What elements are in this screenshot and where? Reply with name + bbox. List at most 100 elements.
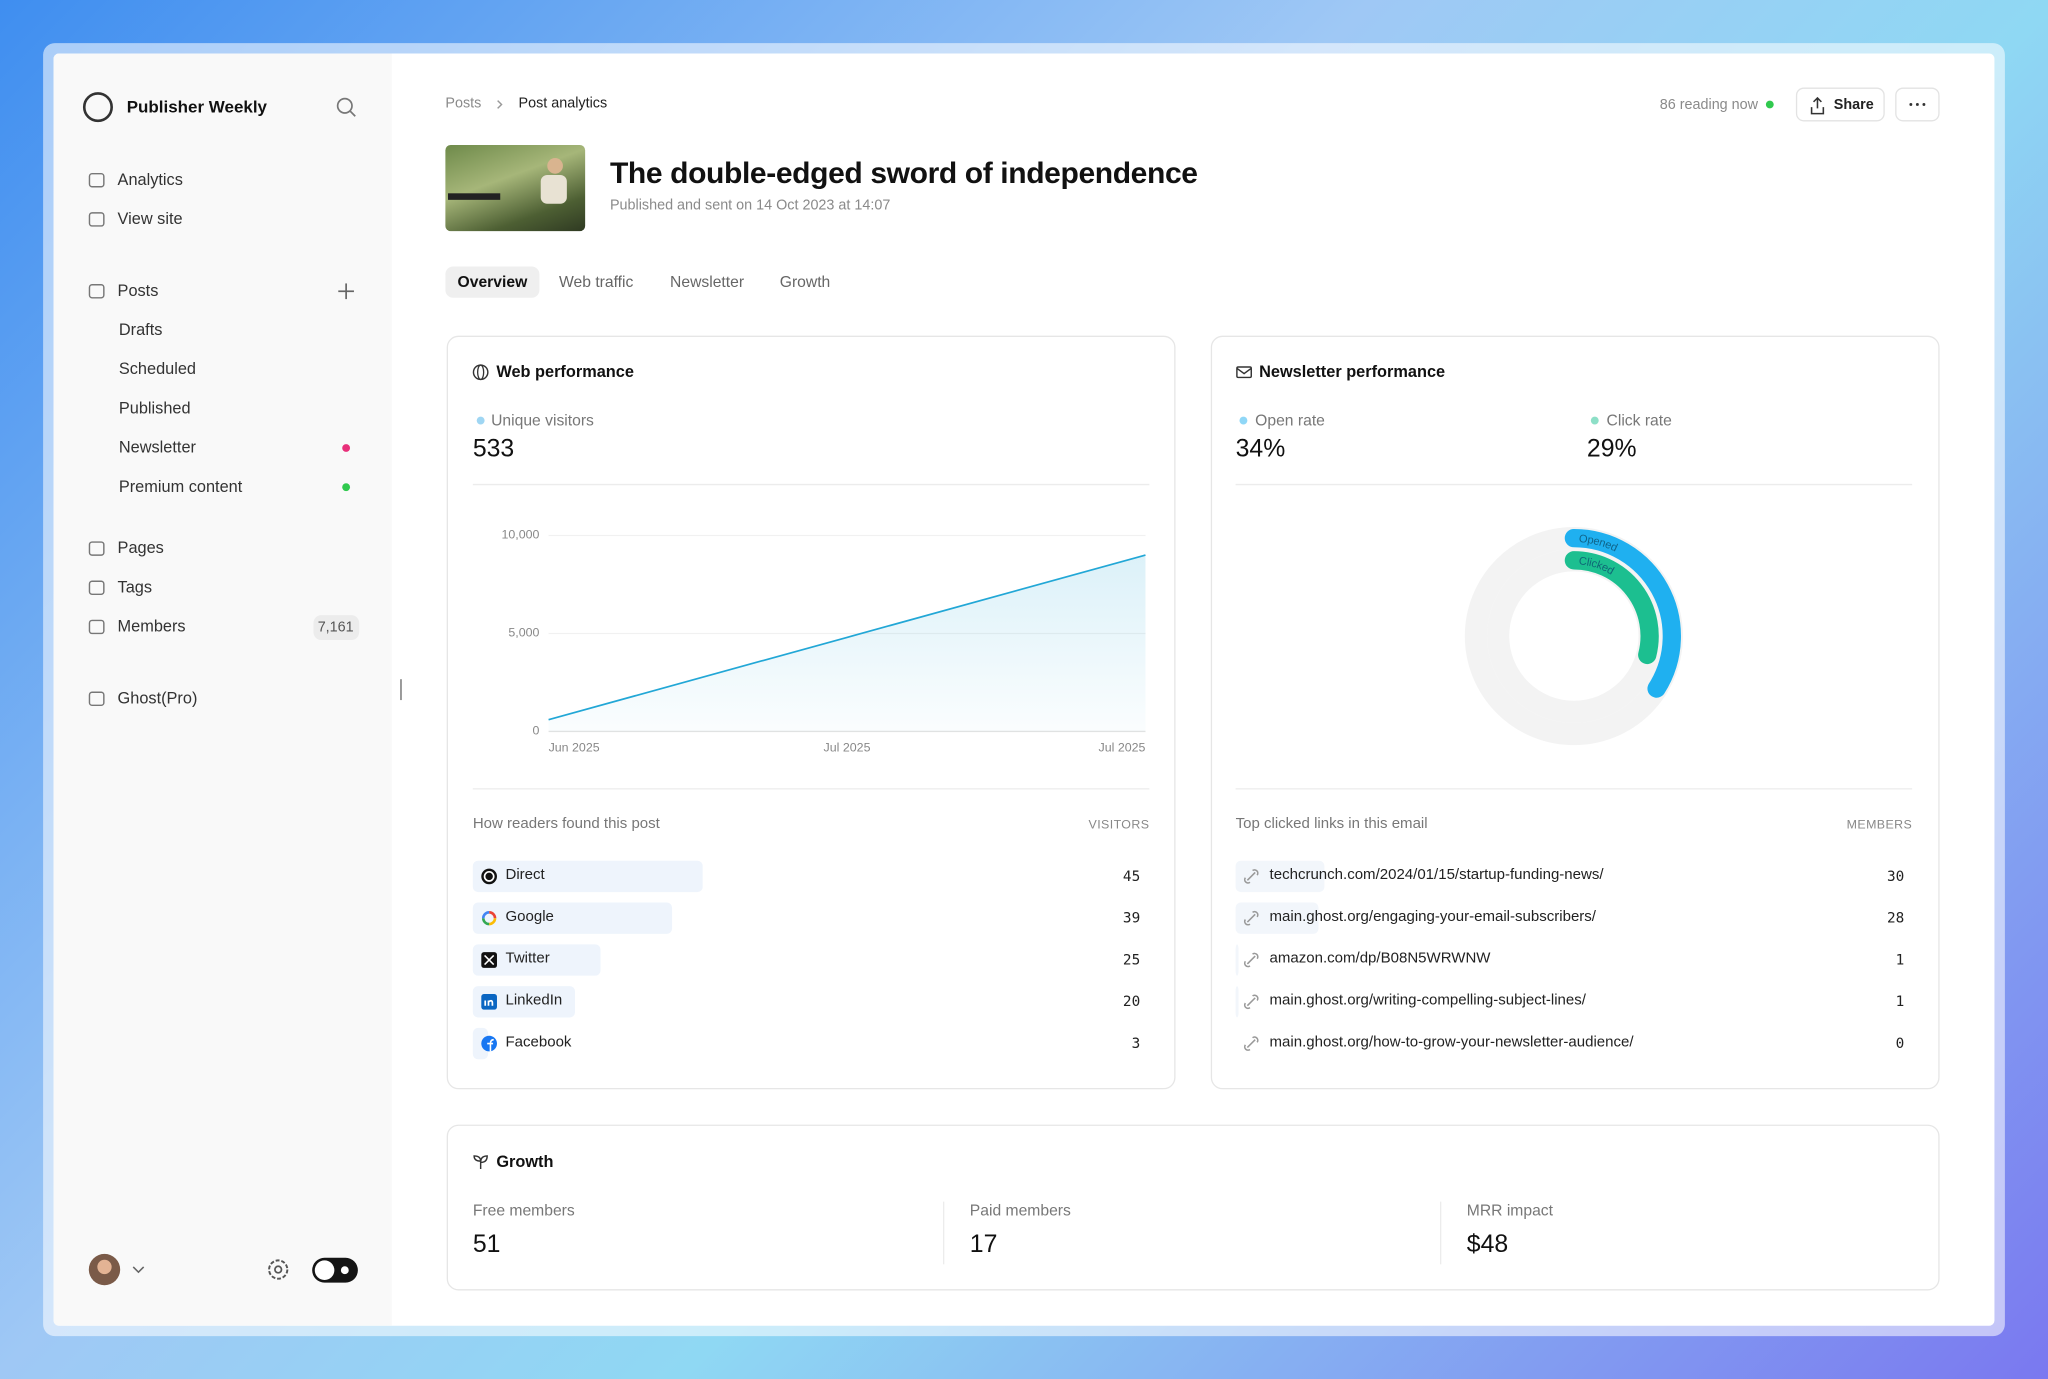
brand-logo: [82, 92, 113, 123]
nav-subitem[interactable]: Premium content: [118, 477, 243, 496]
metric-label: Open rate: [1255, 411, 1325, 430]
nav-subitem[interactable]: Scheduled: [118, 359, 197, 379]
nav-subitem[interactable]: Drafts: [118, 320, 163, 339]
post-published: Published and sent on 14 Oct 2023 at 14:…: [609, 197, 891, 214]
search-icon-handle: [349, 110, 356, 117]
nav-item[interactable]: Ghost(Pro): [117, 688, 198, 708]
source-icon: [484, 954, 495, 966]
source-bar: [472, 860, 703, 893]
x-tick-label: Jun 2025: [548, 740, 600, 756]
link-icon: [1243, 952, 1259, 968]
table-title: Top clicked links in this email: [1235, 816, 1428, 833]
x-tick-label: Jul 2025: [1098, 740, 1146, 756]
live-dot: [1765, 100, 1774, 109]
settings-icon-core: [274, 1265, 283, 1274]
source-icon: [487, 1038, 494, 1052]
mail-icon: [1236, 367, 1252, 375]
line: [548, 554, 1146, 721]
source-icon: [488, 918, 497, 926]
nav-icon: [88, 284, 105, 299]
thumbnail-table: [447, 193, 501, 200]
source-value: 3: [1131, 1034, 1141, 1052]
link-icon: [1243, 994, 1259, 1010]
link-bar: [1235, 860, 1325, 893]
nav-item[interactable]: Tags: [117, 577, 153, 597]
source-icon: [488, 911, 497, 919]
more-dot: [1922, 103, 1926, 106]
avatar-face: [97, 1259, 112, 1275]
source-name: Google: [505, 909, 554, 925]
link-url[interactable]: main.ghost.org/engaging-your-email-subsc…: [1269, 909, 1596, 925]
more-dot: [1915, 103, 1919, 106]
legend-dot: [476, 416, 485, 425]
source-name: Direct: [505, 867, 545, 884]
legend-dot: [1590, 416, 1599, 425]
card-title: Web performance: [496, 362, 634, 381]
tab[interactable]: Overview: [457, 272, 528, 292]
mail-icon: [1236, 366, 1252, 379]
brand-name: Publisher Weekly: [126, 96, 267, 117]
avatar-chevron: [132, 1266, 145, 1274]
link-value: 0: [1895, 1034, 1905, 1052]
nav-item[interactable]: View site: [117, 209, 183, 228]
thumbnail-person-body: [540, 175, 567, 204]
breadcrumb[interactable]: Posts: [445, 95, 482, 112]
tab[interactable]: Newsletter: [670, 272, 745, 292]
share-button[interactable]: [1795, 87, 1885, 122]
card: [446, 1124, 1940, 1291]
metric-label: Unique visitors: [491, 411, 594, 430]
link-icon: [1243, 869, 1259, 884]
source-icon: [481, 911, 490, 919]
source-name: Facebook: [505, 1034, 572, 1051]
nav-item[interactable]: Analytics: [117, 170, 183, 189]
link-url[interactable]: main.ghost.org/writing-compelling-subjec…: [1269, 992, 1586, 1009]
metric-label: MRR impact: [1466, 1201, 1553, 1220]
link-value: 1: [1895, 993, 1905, 1011]
nav-subitem[interactable]: Published: [118, 399, 191, 418]
tab[interactable]: Growth: [779, 272, 831, 292]
link-value: 1: [1895, 951, 1905, 969]
metric-value: 533: [472, 435, 515, 464]
sidebar: [53, 53, 392, 1326]
nav-icon: [88, 212, 105, 227]
radial-arc: [1564, 551, 1659, 665]
globe-icon: [476, 364, 485, 381]
nav-item[interactable]: Posts: [117, 281, 159, 300]
members-badge: [313, 615, 360, 640]
source-value: 25: [1122, 951, 1141, 969]
link-icon: [1243, 910, 1259, 926]
share-label: Share: [1833, 97, 1874, 113]
nav-subitem[interactable]: Newsletter: [118, 438, 196, 457]
table-column: MEMBERS: [1846, 818, 1913, 833]
source-bar: [472, 902, 673, 934]
nav-icon: [88, 580, 105, 596]
card: [1210, 335, 1940, 1090]
reading-now: 86 reading now: [1659, 97, 1759, 113]
more-button[interactable]: [1895, 87, 1940, 122]
legend-dot: [1239, 416, 1248, 425]
globe-icon: [472, 364, 489, 381]
link-url[interactable]: main.ghost.org/how-to-grow-your-newslett…: [1269, 1034, 1634, 1051]
nav-item[interactable]: Pages: [117, 538, 164, 558]
metric-value: 34%: [1235, 435, 1286, 464]
post-title: The double-edged sword of independence: [609, 155, 1198, 190]
link-url[interactable]: techcrunch.com/2024/01/15/startup-fundin…: [1269, 867, 1604, 884]
members-count: 7,161: [317, 619, 354, 636]
link-url[interactable]: amazon.com/dp/B08N5WRWNW: [1269, 950, 1491, 967]
breadcrumb-current: Post analytics: [518, 95, 608, 112]
table-column: VISITORS: [1088, 818, 1150, 833]
y-tick-label: 5,000: [508, 626, 540, 641]
tab[interactable]: Web traffic: [559, 272, 634, 292]
metric-value: 17: [969, 1231, 998, 1259]
source-icon: [481, 868, 497, 885]
metric-value: $48: [1466, 1231, 1509, 1259]
thumbnail-person: [547, 158, 563, 174]
source-bar: [472, 944, 601, 976]
status-dot: [342, 444, 351, 452]
nav-item[interactable]: Members: [117, 617, 186, 636]
link-bar: [1235, 944, 1239, 976]
sprout-icon: [473, 1155, 488, 1169]
metric-label: Click rate: [1606, 411, 1672, 430]
